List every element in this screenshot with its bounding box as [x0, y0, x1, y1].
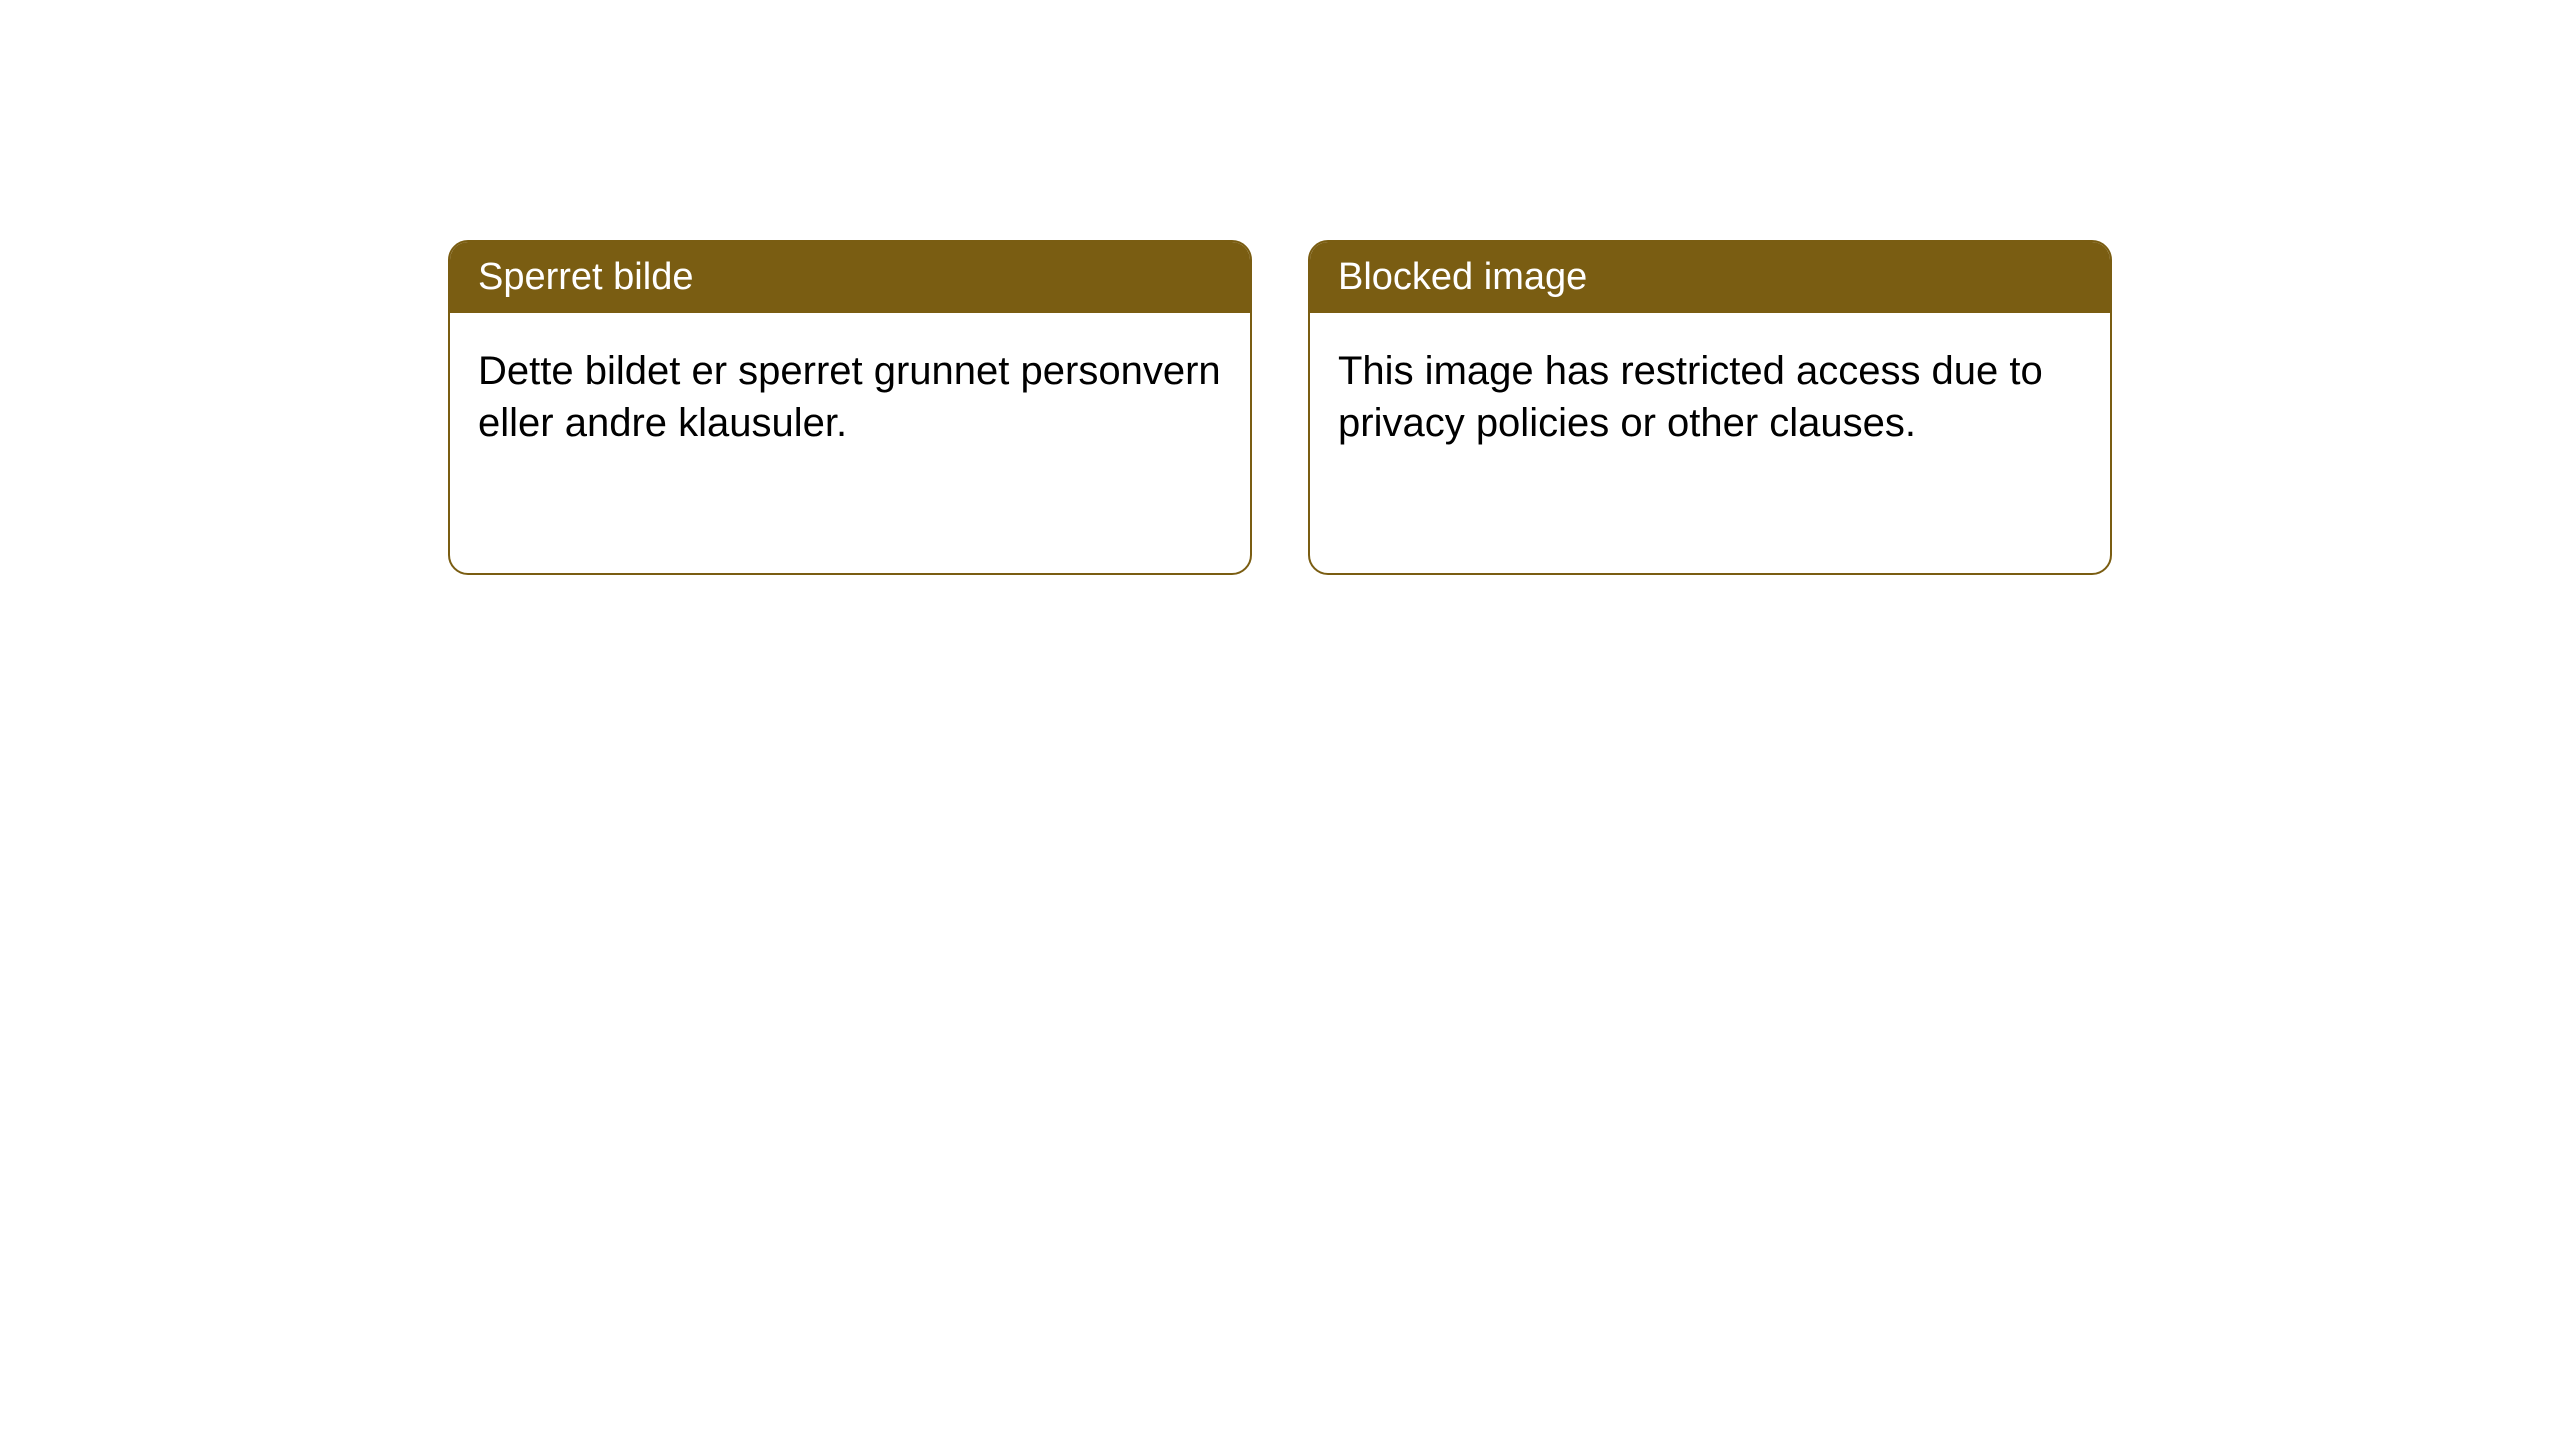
- notice-card-norwegian: Sperret bilde Dette bildet er sperret gr…: [448, 240, 1252, 575]
- card-title: Sperret bilde: [478, 256, 693, 298]
- card-body-text: This image has restricted access due to …: [1338, 349, 2043, 445]
- card-title: Blocked image: [1338, 256, 1587, 298]
- card-header: Sperret bilde: [450, 242, 1250, 313]
- card-body: This image has restricted access due to …: [1310, 313, 2110, 573]
- notice-cards-container: Sperret bilde Dette bildet er sperret gr…: [0, 0, 2560, 575]
- card-body-text: Dette bildet er sperret grunnet personve…: [478, 349, 1221, 445]
- card-body: Dette bildet er sperret grunnet personve…: [450, 313, 1250, 573]
- card-header: Blocked image: [1310, 242, 2110, 313]
- notice-card-english: Blocked image This image has restricted …: [1308, 240, 2112, 575]
